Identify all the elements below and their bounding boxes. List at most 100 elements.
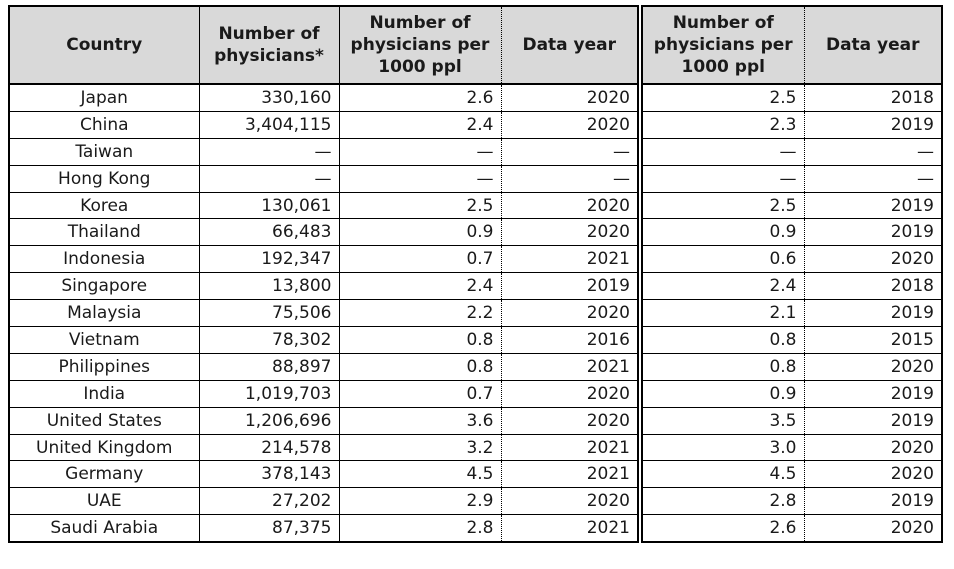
cell-country: Japan <box>80 87 128 108</box>
cell-data-year: 2021 <box>500 352 638 381</box>
cell-data-year: — <box>500 164 638 193</box>
cell-country: Thailand <box>9 218 199 246</box>
table-row: 0.6 2020 <box>642 245 942 273</box>
table-row: 2.4 2018 <box>642 272 942 300</box>
cell-data-year: 2020 <box>500 191 638 219</box>
table-row: Taiwan — — — <box>9 137 638 166</box>
header-row: Country Number of physicians* Number of … <box>9 6 638 85</box>
table-body-main: Japan 330,160 2.6 2020 China 3,404,115 2.4 2020… <box>9 84 638 543</box>
table-body-secondary: 2.5 2018 2.3 2019— — — —2.5 2019 0.9 2019 0.6 2020 2… <box>642 84 942 543</box>
cell-data-year: 2016 <box>500 326 638 354</box>
cell-data-year: 2020 <box>500 110 638 139</box>
table-row: 3.0 2020 <box>642 433 942 461</box>
cell-country: Singapore <box>9 272 199 300</box>
cell-country: United States <box>9 406 199 435</box>
table-row: Saudi Arabia 87,375 2.8 2021 <box>9 514 638 543</box>
cell-physicians-per-1000: 0.8 <box>338 352 501 381</box>
cell-data-year: 2018 <box>803 84 942 112</box>
cell-number-of-physicians: — <box>198 137 339 166</box>
cell-physicians-per-1000: 2.4 <box>338 110 501 139</box>
cell-physicians-per-1000: 2.6 <box>642 514 804 543</box>
table-row: 0.9 2019 <box>642 218 942 246</box>
header-country: Country <box>9 6 199 85</box>
cell-physicians-per-1000: 2.2 <box>338 299 501 327</box>
table-row: 0.9 2019 <box>642 379 942 408</box>
header-physicians-per-1000-second: Number of physicians per 1000 ppl <box>642 6 804 85</box>
physicians-table-group: Country Number of physicians* Number of … <box>8 5 954 544</box>
cell-physicians-per-1000: 2.4 <box>338 272 501 300</box>
cell-number-of-physicians: 214,578 <box>198 433 339 461</box>
table-row: Hong Kong — — — <box>9 164 638 193</box>
cell-physicians-per-1000: 0.9 <box>642 379 804 408</box>
cell-data-year: 2020 <box>803 352 942 381</box>
cell-data-year: 2019 <box>803 191 942 219</box>
cell-physicians-per-1000: 0.9 <box>338 218 501 246</box>
cell-data-year: 2019 <box>803 218 942 246</box>
table-row: 2.5 2019 <box>642 191 942 219</box>
cell-data-year: 2018 <box>803 272 942 300</box>
cell-number-of-physicians: 13,800 <box>198 272 339 300</box>
cell-physicians-per-1000: — <box>642 137 804 166</box>
cell-data-year: 2020 <box>500 379 638 408</box>
table-header-main: Country Number of physicians* Number of … <box>9 6 638 85</box>
cell-country: Philippines <box>9 352 199 381</box>
header-data-year-second: Data year <box>803 6 942 85</box>
table-row: 4.5 2020 <box>642 460 942 488</box>
cell-country: Indonesia <box>9 245 199 273</box>
cell-country: Germany <box>9 460 199 488</box>
table-row: Vietnam 78,302 0.8 2016 <box>9 326 638 354</box>
cell-number-of-physicians: 130,061 <box>198 191 339 219</box>
cell-data-year: — <box>500 137 638 166</box>
table-row: 2.3 2019 <box>642 110 942 139</box>
cell-physicians-per-1000: 3.0 <box>642 433 804 461</box>
cell-country: Hong Kong <box>9 164 199 193</box>
cell-physicians-per-1000: 2.8 <box>338 514 501 543</box>
table-row: India 1,019,703 0.7 2020 <box>9 379 638 408</box>
cell-country: India <box>9 379 199 408</box>
cell-physicians-per-1000: 3.6 <box>338 406 501 435</box>
cell-data-year: 2021 <box>500 460 638 488</box>
cell-physicians-per-1000: 4.5 <box>642 460 804 488</box>
cell-physicians-per-1000: 0.8 <box>642 326 804 354</box>
page: Country Number of physicians* Number of … <box>8 5 954 544</box>
cell-number-of-physicians: 192,347 <box>198 245 339 273</box>
cell-data-year: 2020 <box>803 245 942 273</box>
table-row: Singapore 13,800 2.4 2019 <box>9 272 638 300</box>
table-row: 2.1 2019 <box>642 299 942 327</box>
cell-number-of-physicians: 88,897 <box>198 352 339 381</box>
table-row: 3.5 2019 <box>642 406 942 435</box>
cell-data-year: 2020 <box>500 299 638 327</box>
cell-physicians-per-1000: 0.8 <box>642 352 804 381</box>
cell-data-year: 2019 <box>803 487 942 515</box>
cell-number-of-physicians: 1,206,696 <box>198 406 339 435</box>
cell-data-year: — <box>803 164 942 193</box>
table-row: Korea 130,061 2.5 2020 <box>9 191 638 219</box>
cell-number-of-physicians: 27,202 <box>198 487 339 515</box>
cell-data-year: 2020 <box>500 406 638 435</box>
cell-data-year: 2020 <box>500 218 638 246</box>
cell-data-year: 2020 <box>500 84 638 112</box>
table-row: 0.8 2020 <box>642 352 942 381</box>
table-row: 2.6 2020 <box>642 514 942 543</box>
cell-physicians-per-1000: 2.5 <box>338 191 501 219</box>
physicians-table-secondary: Number of physicians per 1000 ppl Data y… <box>641 5 943 544</box>
table-row: Indonesia 192,347 0.7 2021 <box>9 245 638 273</box>
cell-physicians-per-1000: — <box>338 164 501 193</box>
cell-physicians-per-1000: 0.7 <box>338 379 501 408</box>
header-row: Number of physicians per 1000 ppl Data y… <box>642 6 942 85</box>
cell-data-year: 2021 <box>500 245 638 273</box>
cell-data-year: 2020 <box>803 514 942 543</box>
table-row: United Kingdom 214,578 3.2 2021 <box>9 433 638 461</box>
header-number-of-physicians: Number of physicians* <box>198 6 339 85</box>
table-row: United States 1,206,696 3.6 2020 <box>9 406 638 435</box>
cell-data-year: 2020 <box>803 433 942 461</box>
table-row: — — <box>642 137 942 166</box>
table-row: Thailand 66,483 0.9 2020 <box>9 218 638 246</box>
cell-data-year: 2019 <box>803 379 942 408</box>
cell-number-of-physicians: 1,019,703 <box>198 379 339 408</box>
cell-data-year: 2020 <box>500 487 638 515</box>
cell-data-year: — <box>803 137 942 166</box>
table-row: — — <box>642 164 942 193</box>
header-data-year-first: Data year <box>500 6 638 85</box>
table-row: Japan 330,160 2.6 2020 <box>9 84 638 112</box>
